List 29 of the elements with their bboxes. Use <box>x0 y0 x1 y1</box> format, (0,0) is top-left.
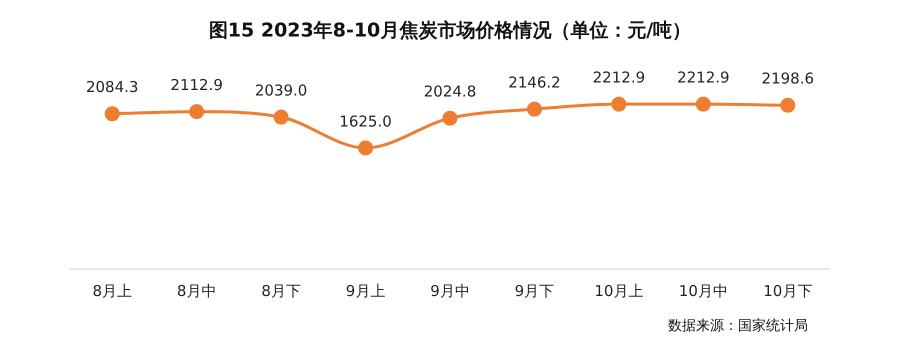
point <box>358 140 374 156</box>
point <box>696 96 711 112</box>
x-tick-label: 10月上 <box>594 282 644 300</box>
data-label: 1625.0 <box>339 112 392 130</box>
data-label: 2039.0 <box>254 82 308 100</box>
x-tick-label: 10月中 <box>678 282 728 300</box>
point <box>104 106 120 122</box>
source-note: 数据来源：国家统计局 <box>668 318 808 334</box>
data-label: 2212.9 <box>592 68 646 87</box>
point <box>189 104 204 120</box>
chart-title: 图15 2023年8-10月焦炭市场价格情况（单位：元/吨） <box>208 19 692 42</box>
data-label: 2084.3 <box>86 78 138 96</box>
data-label: 2212.9 <box>677 68 730 87</box>
x-tick-label: 9月上 <box>346 282 386 300</box>
x-tick-label: 10月下 <box>763 282 812 300</box>
data-label: 2146.2 <box>508 74 561 92</box>
x-tick-label: 9月中 <box>430 282 470 300</box>
point <box>526 102 542 117</box>
point <box>611 96 626 112</box>
x-tick-label: 8月中 <box>176 282 216 300</box>
data-label: 2024.8 <box>424 82 476 101</box>
x-tick-label: 8月上 <box>92 282 132 300</box>
point <box>274 110 289 125</box>
data-label: 2198.6 <box>762 70 814 88</box>
point <box>780 98 796 113</box>
data-label: 2112.9 <box>170 76 223 94</box>
x-tick-label: 9月下 <box>514 282 554 300</box>
point <box>442 110 458 126</box>
x-tick-label: 8月下 <box>261 282 301 300</box>
